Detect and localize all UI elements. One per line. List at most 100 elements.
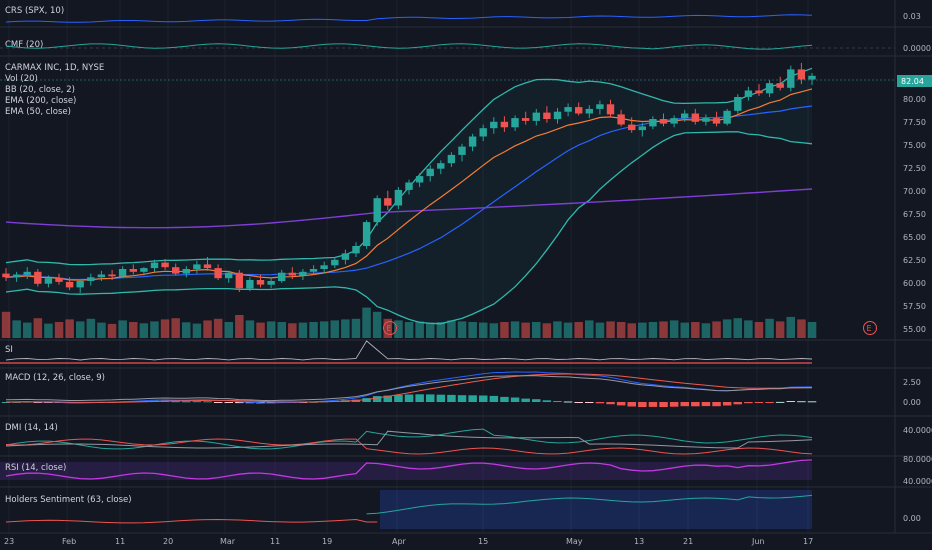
- macd-histogram-bar: [553, 401, 562, 402]
- macd-histogram-bar: [404, 394, 414, 402]
- dmi-minus-line: [5, 438, 813, 455]
- rsi-pane[interactable]: RSI (14, close) 80.0000 40.0000: [0, 455, 932, 486]
- macd-histogram-bar: [638, 402, 647, 407]
- macd-histogram-bar: [489, 395, 499, 402]
- hs-line-positive: [366, 494, 813, 515]
- hs-tick: 0.00: [903, 514, 921, 523]
- volume-bar: [457, 321, 467, 338]
- candle-body: [182, 269, 190, 274]
- candle-body: [172, 267, 180, 274]
- candle-body: [755, 90, 763, 94]
- earnings-marker-past[interactable]: [383, 321, 397, 335]
- candle-body: [299, 271, 307, 276]
- volume-bar: [542, 323, 552, 338]
- candle-body: [87, 277, 95, 281]
- candle-body: [628, 124, 636, 131]
- price-tick: 80.00: [903, 95, 926, 104]
- macd-histogram-bar: [765, 402, 774, 403]
- candles: [2, 62, 816, 293]
- si-pane[interactable]: SI: [0, 340, 813, 364]
- candle-body: [606, 104, 615, 115]
- dmi-pane[interactable]: DMI (14, 14) 40.0000: [5, 423, 932, 455]
- legend-symbol: CARMAX INC, 1D, NYSE: [5, 63, 104, 73]
- volume-bar: [659, 321, 668, 338]
- macd-histogram-bar: [479, 395, 488, 402]
- macd-tick-high: 2.50: [903, 378, 921, 387]
- volume-bar: [807, 322, 817, 338]
- volume-bar: [235, 315, 244, 338]
- volume-bar: [341, 319, 350, 338]
- macd-histogram-bar: [712, 402, 721, 407]
- candle-body: [246, 280, 254, 289]
- candle-body: [331, 259, 339, 266]
- candle-body: [511, 118, 519, 128]
- volume-bar: [436, 322, 446, 338]
- macd-signal-line: [6, 373, 813, 403]
- candle-body: [108, 274, 116, 277]
- cmf-pane[interactable]: CMF (20) 0.0000: [0, 40, 931, 53]
- volume-bar: [765, 318, 774, 338]
- volume-bar: [680, 322, 689, 338]
- legend-volume: Vol (20): [5, 74, 38, 84]
- volume-bar: [245, 320, 255, 338]
- volume-bar: [213, 318, 223, 338]
- crs-pane[interactable]: CRS (SPX, 10) 0.03: [5, 6, 921, 23]
- volume-bar: [691, 322, 700, 338]
- volume-bar: [479, 322, 488, 338]
- rsi-line: [5, 459, 813, 480]
- macd-histogram-bar: [468, 395, 477, 402]
- volume-bar: [203, 320, 212, 338]
- macd-pane[interactable]: MACD (12, 26, close, 9) 2.50 0.00: [1, 371, 921, 407]
- volume-bar: [775, 321, 785, 338]
- crs-line: [5, 14, 813, 23]
- x-label: Jun: [751, 537, 765, 546]
- macd-histogram-bar: [616, 402, 626, 406]
- macd-histogram-bar: [383, 395, 392, 402]
- candle-body: [564, 107, 572, 112]
- volume-bar: [256, 322, 265, 338]
- macd-tick-zero: 0.00: [903, 398, 921, 407]
- si-label: SI: [5, 345, 13, 355]
- price-pane[interactable]: CARMAX INC, 1D, NYSE Vol (20) BB (20, cl…: [0, 62, 932, 338]
- volume-bar: [722, 319, 732, 338]
- candle-body: [479, 128, 487, 137]
- volume-bar: [129, 322, 138, 338]
- bollinger-lower: [5, 131, 813, 325]
- volume-bar: [786, 316, 795, 338]
- volume-bar: [65, 319, 74, 338]
- macd-histogram-bar: [585, 402, 594, 403]
- macd-histogram-bar: [521, 398, 530, 402]
- candle-body: [797, 69, 806, 80]
- candle-body: [235, 272, 243, 289]
- price-tick: 55.00: [903, 325, 926, 334]
- macd-histogram-bar: [775, 401, 785, 403]
- x-label: Feb: [62, 537, 76, 546]
- pane-separators: [0, 0, 932, 534]
- candle-body: [543, 112, 551, 119]
- time-axis[interactable]: 23 Feb 11 20 Mar 11 19 Apr 15 May 13 21 …: [4, 537, 813, 546]
- x-label: Mar: [220, 537, 236, 546]
- macd-histogram-bar: [754, 402, 764, 403]
- x-label: 23: [4, 537, 14, 546]
- dmi-adx-line: [5, 430, 813, 449]
- volume-bar: [744, 320, 753, 338]
- candle-body: [787, 69, 795, 88]
- rsi-tick-40: 40.0000: [903, 477, 932, 486]
- candle-body: [575, 107, 583, 114]
- macd-histogram-bar: [192, 401, 202, 403]
- price-tick: 57.50: [903, 302, 926, 311]
- volume-bar: [553, 321, 562, 338]
- holders-sentiment-pane[interactable]: Holders Sentiment (63, close) 0.00: [5, 490, 921, 529]
- macd-extra-line: [5, 375, 813, 402]
- cmf-tick: 0.0000: [903, 44, 931, 53]
- crs-tick: 0.03: [903, 12, 921, 21]
- candle-body: [490, 121, 498, 129]
- cmf-line: [5, 43, 813, 50]
- volume-bar: [362, 307, 371, 338]
- ema-200-line: [5, 188, 813, 229]
- macd-histogram-bar: [691, 402, 700, 407]
- earnings-marker-future[interactable]: [863, 321, 877, 335]
- candle-body: [744, 90, 753, 97]
- macd-histogram-bar: [744, 402, 753, 404]
